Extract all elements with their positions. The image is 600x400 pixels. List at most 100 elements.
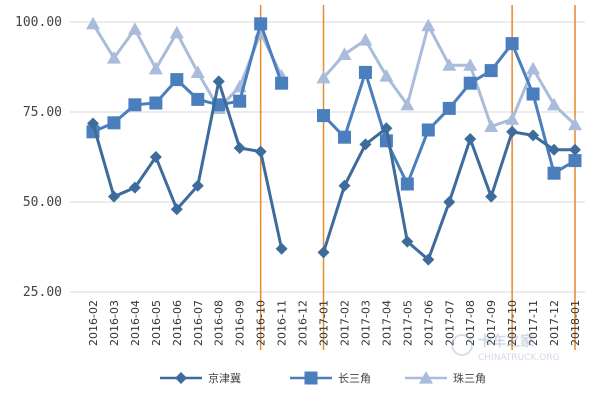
data-point [212, 75, 225, 88]
x-tick-label: 2016-07 [192, 300, 205, 346]
data-point [421, 18, 436, 32]
data-point [548, 143, 561, 156]
data-point [254, 145, 267, 158]
data-point [170, 73, 184, 87]
data-point [170, 203, 183, 216]
x-tick-label: 2017-04 [380, 300, 393, 346]
data-point [526, 61, 541, 75]
data-point [275, 242, 288, 255]
legend-label: 京津冀 [208, 371, 241, 385]
x-tick-label: 2017-07 [443, 300, 456, 346]
reference-lines [259, 5, 576, 350]
x-tick-label: 2016-11 [276, 300, 289, 346]
series-line [91, 23, 283, 110]
legend: 京津冀 长三角 珠三角 [160, 371, 486, 385]
x-tick-label: 2017-08 [464, 300, 477, 346]
data-point [568, 154, 582, 168]
data-point [401, 235, 414, 248]
y-tick-label: 25.00 [23, 285, 62, 300]
data-point [233, 94, 247, 108]
legend-label: 长三角 [338, 372, 371, 385]
y-tick-label: 100.00 [15, 15, 62, 30]
data-point [254, 17, 268, 31]
x-tick-label: 2016-12 [297, 300, 310, 346]
data-point [316, 70, 331, 84]
data-point [463, 76, 477, 90]
legend-label: 珠三角 [453, 371, 486, 385]
series-0 [87, 75, 581, 266]
series-2 [86, 16, 582, 132]
data-point [380, 122, 393, 135]
data-point [379, 69, 394, 82]
data-point [337, 47, 352, 60]
data-point [190, 65, 205, 78]
data-point [464, 133, 477, 145]
data-point [191, 92, 205, 106]
watermark-logo: 卡车之家 CHINATRUCK.ORG [451, 333, 560, 363]
series-1 [86, 17, 582, 191]
data-point [547, 97, 562, 111]
data-point [400, 97, 415, 111]
x-tick-label: 2017-03 [359, 300, 372, 346]
data-point [485, 190, 498, 203]
x-tick-label: 2016-05 [150, 300, 163, 346]
x-tick-label: 2017-02 [338, 300, 351, 346]
data-point [358, 33, 373, 46]
x-tick-label: 2017-05 [401, 300, 414, 346]
x-tick-label: 2016-04 [129, 300, 142, 346]
data-point [107, 190, 120, 203]
legend-item: 长三角 [290, 371, 371, 385]
x-tick-label: 2016-06 [171, 300, 184, 346]
data-point [358, 65, 372, 79]
data-point [87, 117, 99, 130]
legend-marker [175, 372, 187, 384]
data-point [421, 123, 435, 137]
series-lines [86, 16, 582, 266]
data-point [422, 253, 435, 266]
watermark-icon [451, 334, 473, 356]
x-tick-label: 2016-03 [108, 300, 121, 346]
data-point [86, 16, 100, 30]
y-tick-label: 75.00 [23, 105, 62, 120]
data-point [317, 109, 331, 123]
data-point [317, 246, 330, 259]
legend-item: 京津冀 [160, 371, 241, 385]
data-point [128, 181, 141, 194]
x-tick-label: 2018-01 [569, 300, 582, 346]
data-point [505, 37, 519, 51]
series-line [91, 79, 284, 250]
series-line [92, 22, 284, 134]
x-tick-label: 2017-01 [318, 300, 331, 346]
data-point [505, 112, 520, 125]
data-point [359, 138, 372, 151]
data-point [128, 98, 142, 112]
data-point [149, 151, 162, 163]
x-tick-label: 2017-09 [485, 300, 498, 346]
data-point [484, 119, 499, 132]
data-point [338, 179, 351, 192]
data-point [463, 58, 478, 71]
data-point [400, 177, 414, 191]
watermark-brand: 卡车之家 [478, 333, 535, 350]
data-point [127, 22, 142, 35]
x-tick-label: 2016-09 [234, 300, 247, 346]
data-point [443, 196, 456, 208]
series-line [322, 126, 575, 262]
x-axis: 2016-02 2016-03 2016-04 2016-05 2016-06 2016-… [87, 300, 582, 346]
x-tick-label: 2017-06 [422, 300, 435, 346]
data-point [547, 166, 561, 180]
x-tick-label: 2017-11 [527, 300, 540, 346]
data-point [526, 87, 540, 101]
x-tick-label: 2016-10 [255, 300, 268, 346]
y-axis: 25.00 50.00 75.00 100.00 [15, 15, 62, 300]
data-point [148, 61, 163, 75]
data-point [337, 130, 351, 144]
x-tick-label: 2016-02 [87, 300, 100, 346]
data-point [149, 96, 163, 110]
data-point [106, 51, 121, 64]
legend-marker [419, 371, 433, 384]
x-tick-label: 2017-10 [506, 300, 519, 346]
data-point [484, 64, 498, 78]
